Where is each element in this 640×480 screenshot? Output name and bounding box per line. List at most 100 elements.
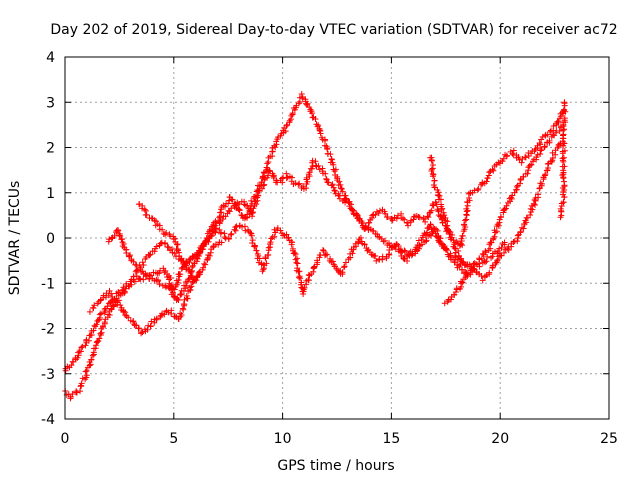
- data-point: [557, 205, 564, 212]
- data-point: [265, 244, 272, 251]
- data-point: [323, 175, 330, 182]
- data-point: [123, 280, 130, 287]
- data-point: [208, 233, 215, 240]
- data-point: [126, 283, 133, 290]
- data-point: [272, 144, 279, 151]
- data-point: [364, 247, 371, 254]
- data-point: [400, 254, 407, 261]
- data-point: [175, 276, 182, 283]
- data-point: [479, 277, 486, 284]
- data-point: [201, 241, 208, 248]
- data-point: [183, 282, 190, 289]
- data-point: [104, 303, 111, 310]
- data-point: [358, 219, 365, 226]
- data-point: [458, 235, 465, 242]
- data-point: [301, 284, 308, 291]
- data-point: [428, 166, 435, 173]
- data-point: [289, 111, 296, 118]
- data-point: [503, 202, 510, 209]
- data-point: [422, 238, 429, 245]
- data-point: [489, 166, 496, 173]
- data-point: [165, 244, 172, 251]
- data-point: [430, 224, 437, 231]
- data-point: [459, 279, 466, 286]
- data-point: [97, 330, 104, 337]
- data-point: [186, 284, 193, 291]
- data-point: [560, 199, 567, 206]
- data-point: [177, 271, 184, 278]
- data-point: [297, 275, 304, 282]
- data-point: [106, 236, 113, 243]
- data-point: [561, 115, 568, 122]
- y-axis-ticks: -4 -3 -2 -1 0 1 2 3 4: [41, 50, 609, 428]
- data-point: [151, 248, 158, 255]
- data-point: [295, 268, 302, 275]
- data-point: [251, 243, 258, 250]
- data-point: [483, 258, 490, 265]
- data-point: [559, 172, 566, 179]
- data-point: [96, 311, 103, 318]
- data-point: [372, 252, 379, 259]
- data-point: [542, 171, 549, 178]
- data-point: [451, 259, 458, 266]
- data-point: [494, 256, 501, 263]
- data-point: [119, 287, 126, 294]
- data-point: [393, 215, 400, 222]
- data-point: [67, 395, 74, 402]
- data-point: [429, 165, 436, 172]
- data-point: [164, 243, 171, 250]
- data-point: [520, 173, 527, 180]
- data-point: [461, 222, 468, 229]
- data-point: [119, 235, 126, 242]
- data-point: [168, 310, 175, 317]
- data-point: [91, 302, 98, 309]
- data-point: [310, 268, 317, 275]
- y-tick-label: 0: [46, 231, 55, 247]
- series-track-e: [136, 201, 203, 283]
- data-point: [162, 267, 169, 274]
- data-point: [291, 249, 298, 256]
- series-track-h: [557, 99, 569, 221]
- data-point: [133, 272, 140, 279]
- data-point: [418, 237, 425, 244]
- data-point: [401, 216, 408, 223]
- data-point: [463, 205, 470, 212]
- data-point: [228, 230, 235, 237]
- data-point: [355, 239, 362, 246]
- data-point: [561, 99, 568, 106]
- data-point: [500, 249, 507, 256]
- series-track-a: [62, 90, 567, 402]
- data-point: [156, 281, 163, 288]
- data-point: [78, 344, 85, 351]
- data-point: [93, 321, 100, 328]
- data-point: [185, 276, 192, 283]
- data-point: [376, 256, 383, 263]
- data-point: [475, 185, 482, 192]
- data-point: [190, 253, 197, 260]
- data-point: [82, 342, 89, 349]
- data-point: [241, 201, 248, 208]
- data-point: [226, 208, 233, 215]
- data-point: [200, 264, 207, 271]
- data-point: [453, 285, 460, 292]
- data-point: [68, 362, 75, 369]
- data-point: [338, 185, 345, 192]
- data-point: [554, 118, 561, 125]
- data-point: [489, 262, 496, 269]
- data-point: [560, 167, 567, 174]
- data-point: [288, 112, 295, 119]
- data-point: [471, 266, 478, 273]
- data-point: [437, 196, 444, 203]
- data-point: [537, 151, 544, 158]
- data-point: [183, 292, 190, 299]
- data-point: [438, 215, 445, 222]
- data-point: [90, 327, 97, 334]
- data-point: [544, 167, 551, 174]
- data-point: [457, 240, 464, 247]
- data-point: [397, 248, 404, 255]
- series-track-g: [441, 239, 508, 307]
- data-point: [136, 275, 143, 282]
- data-point: [409, 250, 416, 257]
- chart-title: Day 202 of 2019, Sidereal Day-to-day VTE…: [50, 22, 617, 38]
- data-point: [308, 165, 315, 172]
